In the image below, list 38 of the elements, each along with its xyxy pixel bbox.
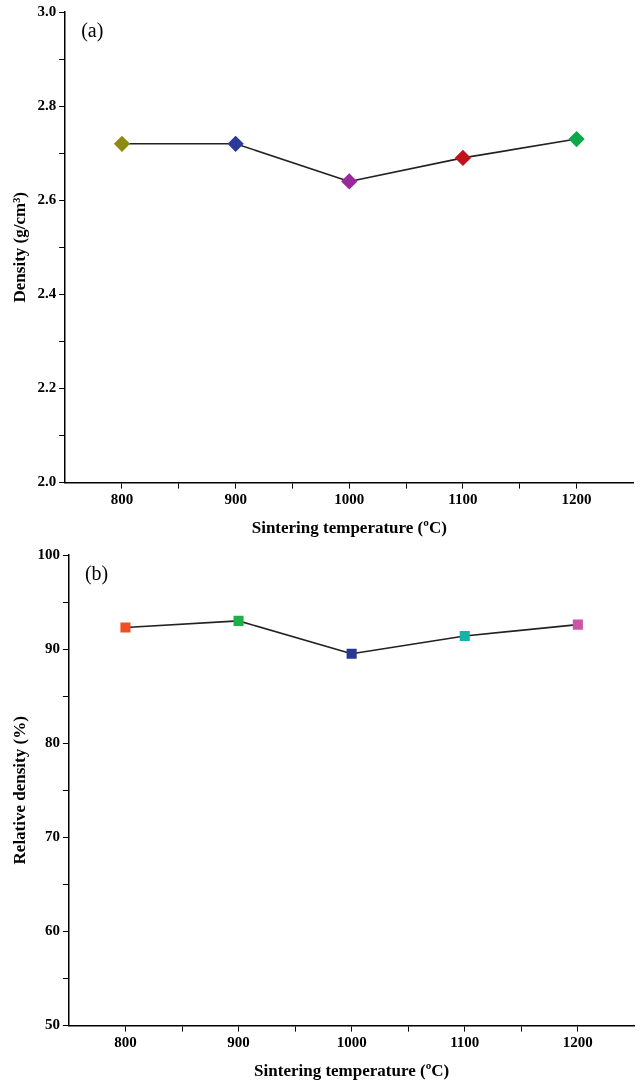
point <box>114 135 130 152</box>
x-axis-title: Sintering temperature (ºC) <box>251 518 447 538</box>
point <box>572 619 583 630</box>
x-tick-label: 1200 <box>562 1034 593 1051</box>
annotation: (a) <box>81 19 104 43</box>
y-tick-label: 2.4 <box>37 285 57 302</box>
x-tick-label: 800 <box>114 1034 137 1051</box>
y-axis-title: Relative density (%) <box>9 716 29 865</box>
x-tick-label: 1200 <box>561 491 592 508</box>
point <box>459 630 470 641</box>
point <box>233 615 244 626</box>
x-tick-label: 1100 <box>448 491 478 508</box>
y-tick-label: 2.2 <box>37 379 57 396</box>
y-tick-label: 70 <box>44 828 60 845</box>
y-tick-label: 2.8 <box>37 97 57 113</box>
point <box>227 135 244 152</box>
y-tick-label: 3.0 <box>37 2 57 19</box>
x-tick-label: 1000 <box>336 1034 367 1051</box>
x-tick-label: 800 <box>110 491 134 508</box>
annotation: (b) <box>84 562 109 586</box>
x-tick-label: 1100 <box>450 1034 480 1051</box>
point <box>346 648 357 659</box>
point <box>341 173 358 190</box>
y-tick-label: 80 <box>44 734 60 751</box>
x-tick-label: 900 <box>224 491 247 508</box>
y-tick-label: 90 <box>44 639 60 656</box>
point <box>568 131 585 147</box>
y-tick-label: 2.6 <box>37 191 57 208</box>
y-axis-title: Density (g/cm³) <box>9 192 29 303</box>
x-tick-label: 1000 <box>334 491 365 508</box>
point <box>455 150 471 166</box>
y-tick-label: 60 <box>44 922 60 939</box>
y-tick-label: 2.0 <box>37 473 57 490</box>
x-axis-title: Sintering temperature (ºC) <box>254 1061 450 1081</box>
y-tick-label: 100 <box>37 545 60 562</box>
point <box>120 622 131 633</box>
y-tick-label: 50 <box>44 1016 60 1033</box>
x-tick-label: 900 <box>227 1034 250 1051</box>
